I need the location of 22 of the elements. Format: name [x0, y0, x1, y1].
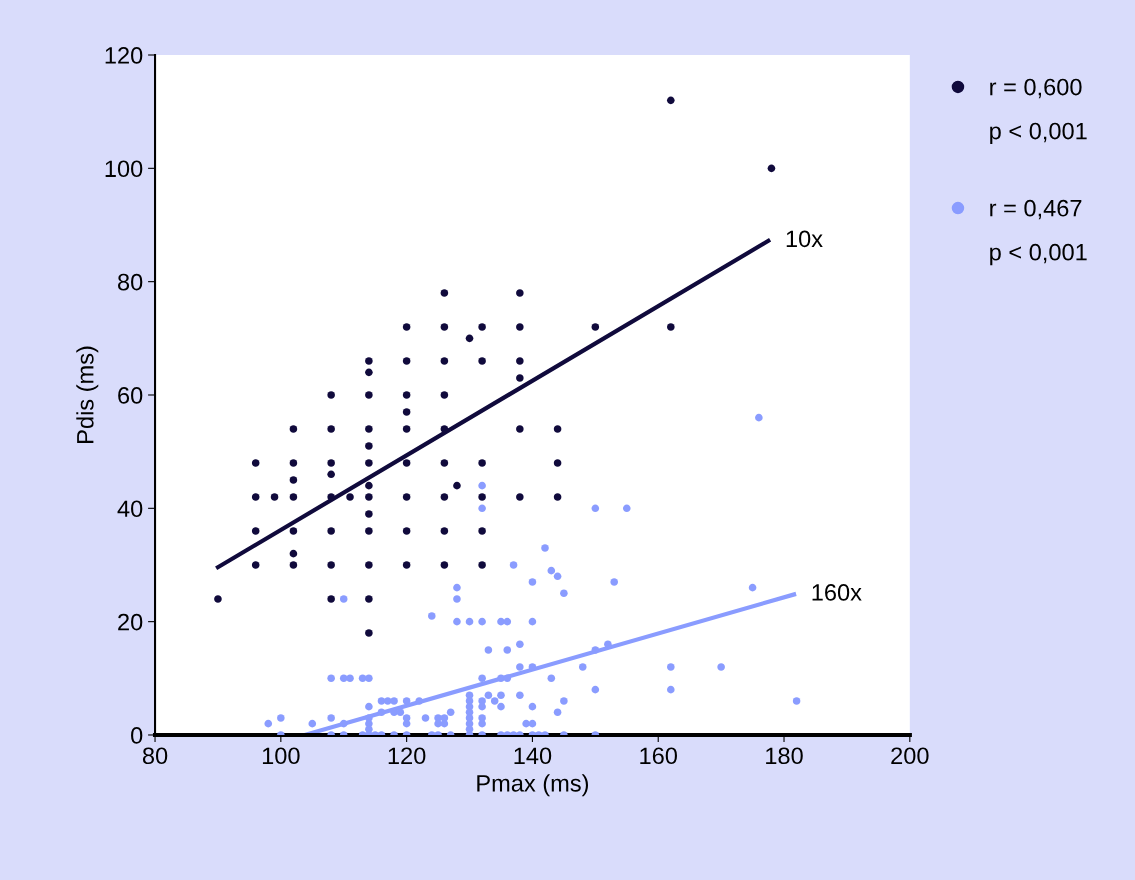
annotation: 160x	[812, 584, 862, 601]
x-tick-label: 200	[891, 747, 929, 765]
y-tick-label: 120	[105, 47, 143, 64]
y-tick-label: 40	[117, 500, 143, 518]
x-tick-label: 120	[388, 747, 426, 765]
y-tick-label: 0	[131, 727, 143, 744]
x-axis-title: Pmax (ms)	[477, 774, 589, 797]
y-tick-label: 20	[118, 613, 143, 631]
y-tick-label: 80	[118, 273, 143, 291]
annotation: 10x	[786, 230, 823, 248]
legend-label: r = 0,600	[990, 78, 1082, 99]
text: p < 0,001	[990, 122, 1087, 145]
y-tick-label: 100	[105, 160, 143, 178]
x-tick-label: 140	[514, 747, 552, 765]
x-tick-label: 160	[640, 747, 677, 765]
y-axis-title: Pdis (ms)	[76, 346, 99, 443]
x-tick-label: 180	[766, 747, 803, 765]
x-tick-label: 80	[142, 747, 168, 765]
text: p < 0,001	[990, 243, 1087, 266]
x-tick-label: 100	[262, 747, 300, 765]
legend-label: r = 0,467	[990, 199, 1082, 220]
y-tick-label: 60	[118, 387, 143, 404]
